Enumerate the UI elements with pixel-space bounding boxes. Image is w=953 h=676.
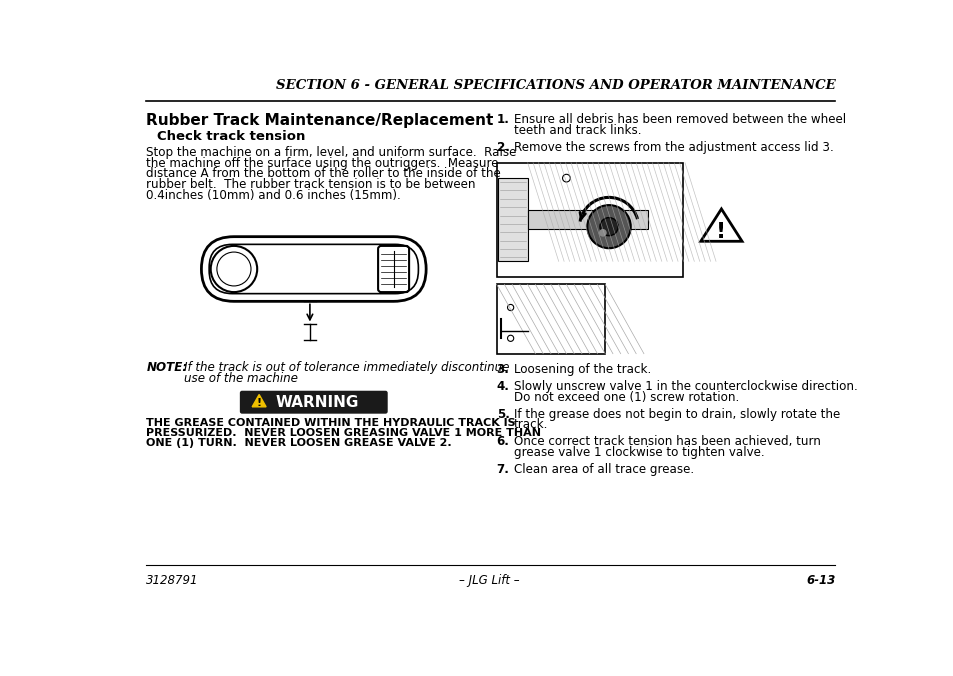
Text: 3128791: 3128791 bbox=[146, 574, 198, 587]
Text: 4.: 4. bbox=[497, 380, 509, 393]
Text: distance A from the bottom of the roller to the inside of the: distance A from the bottom of the roller… bbox=[146, 168, 500, 180]
Text: track.: track. bbox=[513, 418, 548, 431]
Text: use of the machine: use of the machine bbox=[183, 372, 297, 385]
Text: !: ! bbox=[256, 398, 261, 408]
FancyBboxPatch shape bbox=[240, 391, 387, 413]
Text: Slowly unscrew valve 1 in the counterclockwise direction.: Slowly unscrew valve 1 in the counterclo… bbox=[513, 380, 857, 393]
Text: 6-13: 6-13 bbox=[805, 574, 835, 587]
Circle shape bbox=[587, 205, 630, 248]
Text: If the track is out of tolerance immediately discontinue: If the track is out of tolerance immedia… bbox=[183, 362, 508, 375]
Text: Do not exceed one (1) screw rotation.: Do not exceed one (1) screw rotation. bbox=[513, 391, 739, 404]
Text: !: ! bbox=[716, 222, 726, 242]
Text: grease valve 1 clockwise to tighten valve.: grease valve 1 clockwise to tighten valv… bbox=[513, 446, 763, 459]
Text: NOTE:: NOTE: bbox=[146, 362, 188, 375]
Text: 3.: 3. bbox=[497, 363, 509, 376]
Bar bbox=[497, 163, 682, 276]
Text: 6.: 6. bbox=[497, 435, 509, 448]
Text: If the grease does not begin to drain, slowly rotate the: If the grease does not begin to drain, s… bbox=[513, 408, 839, 420]
Text: – JLG Lift –: – JLG Lift – bbox=[458, 574, 518, 587]
Bar bbox=[497, 178, 527, 262]
Circle shape bbox=[598, 229, 606, 237]
Text: THE GREASE CONTAINED WITHIN THE HYDRAULIC TRACK IS: THE GREASE CONTAINED WITHIN THE HYDRAULI… bbox=[146, 418, 516, 428]
Polygon shape bbox=[700, 209, 741, 241]
Text: teeth and track links.: teeth and track links. bbox=[513, 124, 640, 137]
Text: Check track tension: Check track tension bbox=[157, 130, 305, 143]
Bar bbox=[527, 210, 647, 229]
Text: Clean area of all trace grease.: Clean area of all trace grease. bbox=[513, 463, 693, 476]
Text: ONE (1) TURN.  NEVER LOOSEN GREASE VALVE 2.: ONE (1) TURN. NEVER LOOSEN GREASE VALVE … bbox=[146, 437, 452, 448]
Text: Loosening of the track.: Loosening of the track. bbox=[513, 363, 650, 376]
Text: Ensure all debris has been removed between the wheel: Ensure all debris has been removed betwe… bbox=[513, 114, 845, 126]
Text: PRESSURIZED.  NEVER LOOSEN GREASING VALVE 1 MORE THAN: PRESSURIZED. NEVER LOOSEN GREASING VALVE… bbox=[146, 428, 540, 437]
Text: rubber belt.  The rubber track tension is to be between: rubber belt. The rubber track tension is… bbox=[146, 178, 476, 191]
Bar bbox=[497, 163, 682, 276]
Polygon shape bbox=[252, 395, 266, 407]
Text: 0.4inches (10mm) and 0.6 inches (15mm).: 0.4inches (10mm) and 0.6 inches (15mm). bbox=[146, 189, 400, 202]
Text: 5.: 5. bbox=[497, 408, 509, 420]
Circle shape bbox=[599, 218, 618, 236]
Text: WARNING: WARNING bbox=[275, 395, 359, 410]
Text: 7.: 7. bbox=[497, 463, 509, 476]
Text: 1.: 1. bbox=[497, 114, 509, 126]
Text: Once correct track tension has been achieved, turn: Once correct track tension has been achi… bbox=[513, 435, 820, 448]
Bar bbox=[497, 285, 604, 354]
Text: SECTION 6 - GENERAL SPECIFICATIONS AND OPERATOR MAINTENANCE: SECTION 6 - GENERAL SPECIFICATIONS AND O… bbox=[275, 79, 835, 92]
Text: Stop the machine on a firm, level, and uniform surface.  Raise: Stop the machine on a firm, level, and u… bbox=[146, 146, 517, 159]
Text: Remove the screws from the adjustment access lid 3.: Remove the screws from the adjustment ac… bbox=[513, 141, 833, 154]
Text: 2.: 2. bbox=[497, 141, 509, 154]
Text: the machine off the surface using the outriggers.  Measure: the machine off the surface using the ou… bbox=[146, 157, 498, 170]
Text: Rubber Track Maintenance/Replacement: Rubber Track Maintenance/Replacement bbox=[146, 114, 494, 128]
